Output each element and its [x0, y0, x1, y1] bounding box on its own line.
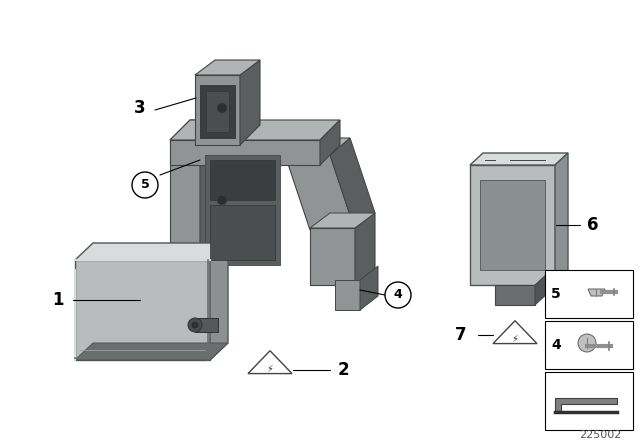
Polygon shape: [470, 153, 568, 165]
Text: 7: 7: [455, 326, 467, 344]
Text: 225002: 225002: [579, 430, 621, 440]
Bar: [545, 321, 633, 369]
Polygon shape: [200, 120, 220, 270]
Polygon shape: [170, 140, 320, 165]
Circle shape: [192, 322, 198, 328]
Text: 4: 4: [551, 338, 561, 352]
Text: 1: 1: [52, 291, 64, 309]
Polygon shape: [240, 60, 260, 145]
Polygon shape: [195, 75, 240, 145]
Circle shape: [217, 103, 227, 113]
Circle shape: [188, 318, 202, 332]
Polygon shape: [320, 120, 340, 165]
Polygon shape: [588, 289, 605, 296]
Polygon shape: [535, 273, 548, 305]
Circle shape: [578, 334, 596, 352]
Polygon shape: [335, 280, 360, 310]
Polygon shape: [210, 160, 275, 200]
Circle shape: [385, 282, 411, 308]
Polygon shape: [75, 260, 210, 360]
Text: 5: 5: [551, 287, 561, 301]
Polygon shape: [170, 120, 340, 140]
Polygon shape: [206, 91, 229, 132]
Polygon shape: [170, 140, 200, 270]
Polygon shape: [360, 266, 378, 310]
Bar: [545, 270, 633, 318]
Polygon shape: [555, 398, 617, 412]
Polygon shape: [170, 120, 220, 140]
Polygon shape: [195, 318, 218, 332]
Polygon shape: [555, 153, 568, 285]
Text: 6: 6: [588, 216, 599, 234]
Polygon shape: [285, 155, 355, 230]
Polygon shape: [285, 138, 350, 155]
Text: ⚡: ⚡: [267, 364, 273, 374]
Text: 3: 3: [134, 99, 146, 117]
Polygon shape: [210, 205, 275, 260]
Polygon shape: [493, 321, 537, 344]
Polygon shape: [200, 85, 235, 138]
Polygon shape: [248, 351, 292, 374]
Text: ⚡: ⚡: [511, 334, 518, 344]
Polygon shape: [470, 165, 555, 285]
Polygon shape: [310, 228, 355, 285]
Circle shape: [132, 172, 158, 198]
Polygon shape: [210, 243, 228, 360]
Polygon shape: [75, 243, 228, 260]
Polygon shape: [205, 155, 280, 265]
Circle shape: [217, 195, 227, 205]
Polygon shape: [480, 180, 545, 270]
Polygon shape: [330, 138, 375, 230]
Bar: [545, 372, 633, 430]
Text: 4: 4: [394, 289, 403, 302]
Polygon shape: [195, 60, 260, 75]
Polygon shape: [75, 343, 228, 360]
Polygon shape: [495, 285, 535, 305]
Text: 2: 2: [337, 361, 349, 379]
Polygon shape: [355, 213, 375, 285]
Text: 5: 5: [141, 178, 149, 191]
Polygon shape: [310, 213, 375, 228]
